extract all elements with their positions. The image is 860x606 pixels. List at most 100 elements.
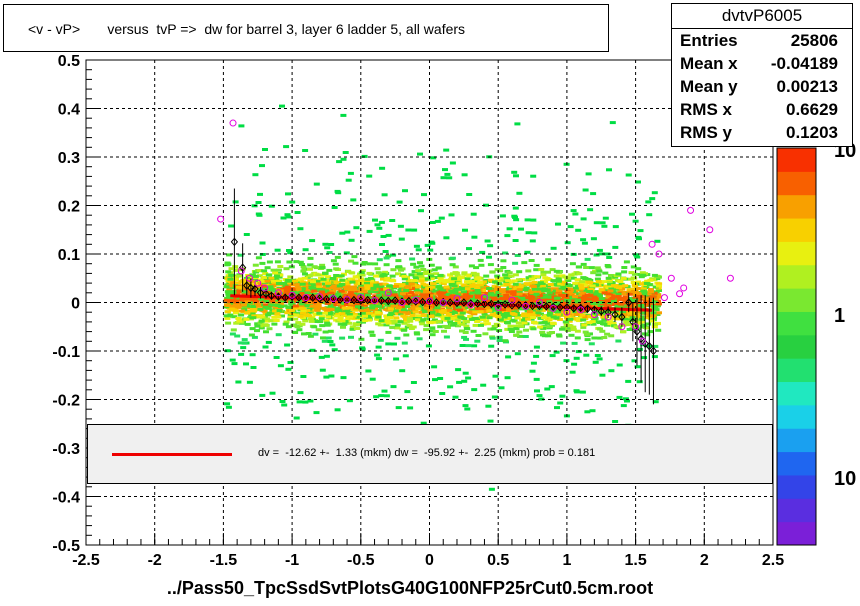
heat-cell bbox=[250, 366, 257, 369]
heat-cell bbox=[550, 315, 557, 319]
heat-cell bbox=[575, 316, 582, 320]
heat-cell bbox=[554, 298, 561, 302]
heat-cell bbox=[362, 288, 369, 292]
heat-cell bbox=[583, 266, 590, 269]
heat-cell bbox=[361, 261, 368, 264]
heat-cell bbox=[421, 193, 427, 197]
heat-cell bbox=[548, 307, 555, 311]
heat-cell bbox=[612, 420, 619, 423]
heat-cell bbox=[402, 354, 409, 358]
heat-cell bbox=[272, 309, 278, 313]
heat-cell bbox=[429, 333, 436, 337]
heat-cell bbox=[612, 302, 619, 306]
stats-label: RMS x bbox=[680, 100, 732, 119]
heat-cell bbox=[296, 328, 303, 332]
heat-cell bbox=[385, 321, 392, 325]
heat-cell bbox=[335, 191, 342, 195]
heat-cell bbox=[531, 287, 538, 291]
heat-cell bbox=[651, 273, 658, 277]
heat-cell bbox=[415, 269, 422, 273]
heat-cell bbox=[521, 321, 528, 325]
heat-cell bbox=[235, 380, 242, 384]
heat-cell bbox=[374, 310, 381, 314]
heat-cell bbox=[640, 287, 647, 291]
heat-cell bbox=[553, 350, 560, 354]
heat-cell bbox=[451, 315, 458, 319]
heat-cell bbox=[554, 406, 560, 410]
heat-cell bbox=[446, 306, 452, 310]
heat-cell bbox=[345, 281, 351, 284]
x-tick-label: -1 bbox=[285, 552, 299, 569]
heat-cell bbox=[361, 154, 368, 158]
profile-point-black bbox=[590, 305, 599, 315]
heat-cell bbox=[529, 369, 536, 373]
heat-cell bbox=[412, 310, 419, 314]
heat-cell bbox=[599, 373, 606, 377]
heat-cell bbox=[590, 300, 597, 304]
heat-cell bbox=[287, 317, 294, 321]
heat-cell bbox=[533, 354, 540, 358]
heat-cell bbox=[268, 301, 275, 305]
heat-cell bbox=[303, 302, 310, 305]
heat-cell bbox=[566, 319, 573, 323]
heat-cell bbox=[353, 280, 360, 283]
heat-cell bbox=[404, 305, 411, 309]
heat-cell bbox=[485, 404, 492, 408]
heat-cell bbox=[314, 279, 321, 283]
heat-cell bbox=[577, 288, 584, 292]
profile-point-magenta bbox=[329, 295, 337, 303]
heat-cell bbox=[593, 283, 599, 287]
color-scale-border bbox=[776, 147, 817, 546]
heat-cell bbox=[420, 314, 427, 317]
heat-cell bbox=[496, 329, 503, 332]
heat-cell bbox=[563, 293, 570, 297]
heat-cell bbox=[634, 282, 641, 286]
profile-point-black bbox=[604, 307, 612, 317]
heat-cell bbox=[479, 297, 486, 301]
profile-point-black bbox=[288, 292, 296, 301]
heat-cell bbox=[548, 385, 555, 389]
legend-fit-text: dv = -12.62 +- 1.33 (mkm) dw = -95.92 +-… bbox=[258, 447, 596, 459]
heat-cell bbox=[364, 302, 370, 306]
heat-cell bbox=[614, 304, 621, 308]
profile-point-black bbox=[281, 293, 289, 302]
heat-cell bbox=[550, 246, 557, 250]
heat-cell bbox=[432, 320, 438, 324]
heat-cell bbox=[655, 302, 662, 306]
heat-cell bbox=[652, 322, 659, 326]
color-scale-band bbox=[777, 498, 816, 523]
heat-cell bbox=[369, 304, 376, 308]
heat-cell bbox=[307, 267, 313, 271]
heat-cell bbox=[635, 180, 641, 184]
heat-cell bbox=[569, 370, 576, 374]
heat-cell bbox=[228, 267, 235, 271]
heat-cell bbox=[504, 316, 511, 320]
heat-cell bbox=[608, 369, 615, 373]
heat-cell bbox=[336, 284, 343, 288]
heat-cell bbox=[585, 280, 592, 284]
heat-cell bbox=[338, 289, 345, 293]
heat-cell bbox=[504, 376, 511, 380]
heat-cell bbox=[261, 276, 268, 279]
heat-cell bbox=[265, 313, 272, 317]
heat-cell bbox=[238, 124, 245, 128]
heat-cell bbox=[304, 288, 310, 292]
heat-cell bbox=[237, 341, 244, 345]
heat-cell bbox=[635, 280, 642, 284]
heat-cell bbox=[461, 335, 468, 339]
heat-cell bbox=[403, 297, 410, 301]
heat-cell bbox=[374, 297, 381, 301]
stats-row-mean-x: Mean x -0.04189 bbox=[672, 52, 852, 75]
heat-cell bbox=[334, 281, 340, 284]
heat-cell bbox=[477, 281, 484, 285]
heat-cell bbox=[521, 319, 528, 322]
heat-cell bbox=[529, 291, 536, 295]
heat-cell bbox=[635, 309, 642, 313]
heat-cell bbox=[262, 345, 269, 349]
heat-cell bbox=[338, 274, 345, 278]
heat-cell bbox=[491, 284, 498, 288]
heat-cell bbox=[457, 315, 464, 319]
heat-cell bbox=[250, 316, 257, 320]
heat-cell bbox=[329, 277, 336, 280]
heat-cell bbox=[412, 281, 419, 285]
